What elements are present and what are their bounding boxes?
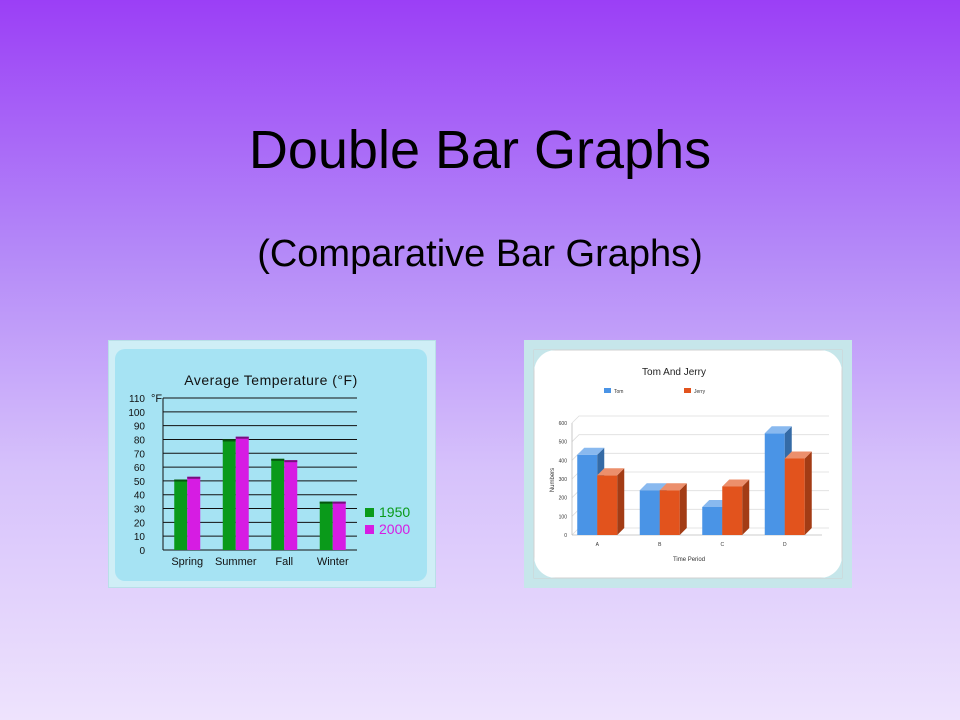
tom-jerry-chart-panel: Tom And Jerry Numbers Time Period Tom Jer… — [524, 340, 852, 588]
bar-front-tom-a — [577, 454, 598, 535]
bar-top-2000-fall — [284, 460, 298, 463]
tom-jerry-chart: Tom And Jerry Numbers Time Period Tom Jer… — [533, 349, 843, 579]
gridline — [571, 415, 829, 424]
bar-top-1950-summer — [222, 439, 236, 442]
gridline — [571, 434, 829, 442]
y-tick-label: 20 — [134, 518, 146, 529]
y-tick-label: 30 — [134, 505, 146, 516]
bar-front-jerry-c — [722, 486, 743, 535]
bar-side-jerry-a — [617, 468, 625, 535]
legend-label-1950: 1950 — [379, 504, 410, 520]
paper-corner-curl — [534, 556, 556, 578]
bar-front-tom-b — [639, 490, 660, 535]
bar-top-jerry-d — [784, 451, 812, 459]
y-tick-label: 80 — [134, 435, 146, 446]
bar-top-tom-d — [764, 426, 792, 434]
bar-top-2000-summer — [235, 436, 249, 439]
y-tick-label: 0 — [564, 533, 567, 539]
legend-label-2000: 2000 — [379, 521, 410, 537]
slide-subtitle: (Comparative Bar Graphs) — [257, 233, 703, 275]
x-tick-label: Spring — [171, 556, 203, 568]
y-tick-label: 50 — [134, 477, 146, 488]
bar-top-2000-winter — [332, 501, 346, 504]
bar-top-tom-a — [577, 447, 605, 455]
x-tick-label: B — [658, 542, 662, 548]
bar-top-tom-b — [639, 483, 667, 491]
x-tick-label: Fall — [275, 556, 293, 568]
paper-corner-curl — [820, 556, 842, 578]
bar-front-tom-c — [702, 507, 723, 535]
bar-top-jerry-c — [722, 479, 750, 487]
bar-side-jerry-c — [742, 479, 750, 535]
x-tick-label: C — [720, 542, 724, 548]
y-unit-label: °F — [151, 393, 162, 405]
y-tick-label: 0 — [139, 546, 145, 557]
temperature-chart: Average Temperature (°F) °F 0 10 20 30 40 50 6… — [115, 349, 427, 581]
bar-side-jerry-d — [804, 451, 812, 535]
bar-2000-fall — [284, 460, 298, 550]
y-tick-label: 40 — [134, 491, 146, 502]
x-tick-label: Summer — [215, 556, 257, 568]
legend-swatch-1950 — [365, 508, 374, 517]
legend-swatch-2000 — [365, 525, 374, 534]
y-tick-label: 100 — [559, 514, 568, 520]
y-tick-label: 110 — [129, 394, 145, 405]
paper-corner-curl — [534, 350, 556, 372]
legend-swatch-jerry — [684, 388, 691, 393]
y-tick-label: 200 — [559, 496, 568, 502]
bar-top-1950-spring — [174, 479, 188, 482]
y-tick-label: 600 — [559, 421, 568, 427]
bar-1950-summer — [222, 439, 236, 550]
bar-2000-spring — [187, 476, 201, 550]
y-axis-label: Numbers — [550, 468, 556, 492]
bar-2000-summer — [235, 436, 249, 550]
y-tick-label: 300 — [559, 477, 568, 483]
bar-top-jerry-b — [659, 483, 687, 491]
bar-top-1950-fall — [271, 458, 285, 461]
legend-swatch-tom — [604, 388, 611, 393]
bar-top-1950-winter — [319, 501, 333, 504]
paper-corner-curl — [820, 350, 842, 372]
y-tick-label: 70 — [134, 449, 146, 460]
slide-title: Double Bar Graphs — [248, 120, 712, 180]
bar-front-jerry-a — [597, 475, 618, 535]
chart-title: Average Temperature (°F) — [184, 372, 358, 388]
x-axis-label: Time Period — [673, 557, 705, 563]
bar-1950-winter — [319, 501, 333, 550]
y-tick-label: 60 — [134, 463, 146, 474]
bar-top-2000-spring — [187, 476, 201, 479]
temperature-chart-panel: Average Temperature (°F) °F 0 10 20 30 40 50 6… — [108, 340, 436, 588]
y-tick-label: 500 — [559, 440, 568, 446]
bar-front-jerry-b — [659, 490, 680, 535]
x-tick-label: A — [596, 542, 600, 548]
bar-1950-fall — [271, 458, 285, 550]
y-tick-label: 10 — [134, 532, 146, 543]
bar-front-jerry-d — [784, 458, 805, 535]
y-tick-label: 90 — [134, 422, 146, 433]
legend-label-tom: Tom — [614, 389, 623, 395]
x-tick-label: D — [783, 542, 787, 548]
bar-front-tom-d — [764, 433, 785, 535]
bar-1950-spring — [174, 479, 188, 550]
bar-top-jerry-a — [597, 468, 625, 476]
legend-label-jerry: Jerry — [694, 389, 706, 395]
bar-2000-winter — [332, 501, 346, 550]
bar-side-jerry-b — [679, 483, 687, 535]
y-tick-label: 400 — [559, 458, 568, 464]
chart-title: Tom And Jerry — [642, 367, 706, 378]
x-tick-label: Winter — [317, 556, 349, 568]
y-tick-label: 100 — [128, 408, 145, 419]
